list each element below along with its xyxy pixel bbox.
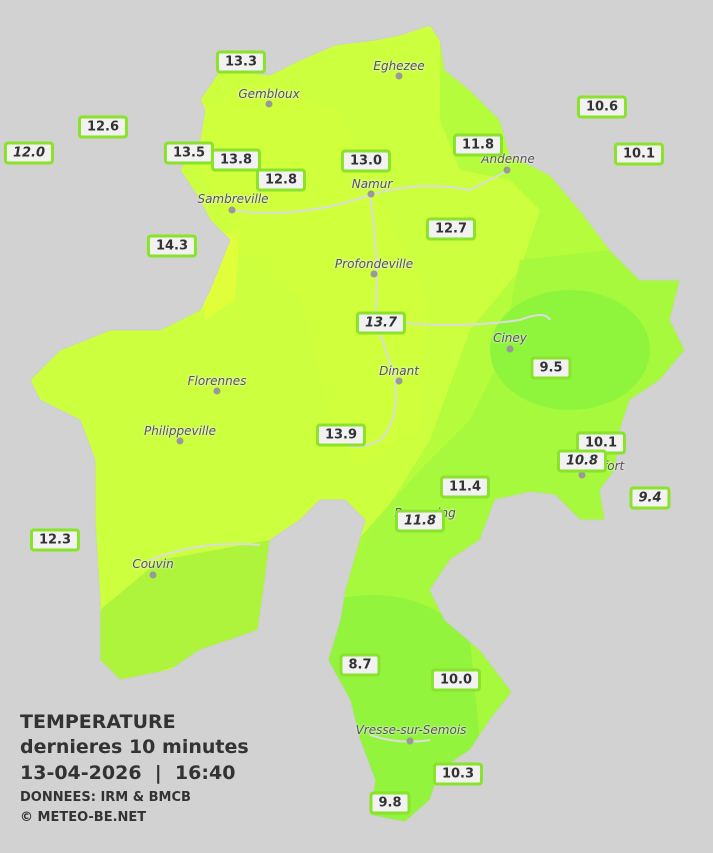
station-value: 14.3 bbox=[146, 234, 198, 258]
source: DONNEES: IRM & BMCB bbox=[20, 790, 191, 805]
station-value: 8.7 bbox=[339, 653, 381, 677]
station-value: 13.0 bbox=[340, 149, 392, 173]
station-value: 10.8 bbox=[556, 449, 608, 473]
station-value: 9.5 bbox=[530, 356, 572, 380]
station-value: 9.8 bbox=[369, 791, 411, 815]
station-value: 13.9 bbox=[315, 423, 367, 447]
town-dot bbox=[395, 72, 403, 80]
town-label: Couvin bbox=[132, 557, 174, 571]
station-value: 12.0 bbox=[3, 141, 55, 165]
station-value: 13.8 bbox=[210, 148, 262, 172]
title: TEMPERATURE bbox=[20, 711, 176, 733]
town-dot bbox=[228, 206, 236, 214]
station-value: 11.8 bbox=[452, 133, 504, 157]
town-dot bbox=[265, 100, 273, 108]
town-dot bbox=[503, 166, 511, 174]
station-value: 12.7 bbox=[425, 217, 477, 241]
town-label: Florennes bbox=[187, 374, 247, 388]
town-dot bbox=[578, 471, 586, 479]
station-value: 10.3 bbox=[432, 762, 484, 786]
town-dot bbox=[149, 571, 157, 579]
town-label: Sambreville bbox=[197, 192, 269, 206]
town-dot bbox=[176, 437, 184, 445]
station-value: 13.7 bbox=[355, 311, 407, 335]
town-dot bbox=[367, 190, 375, 198]
station-value: 12.8 bbox=[255, 168, 307, 192]
town-dot bbox=[370, 270, 378, 278]
station-value: 10.0 bbox=[430, 668, 482, 692]
station-value: 11.4 bbox=[439, 475, 491, 499]
town-label: Profondeville bbox=[334, 257, 414, 271]
town-label: Namur bbox=[351, 177, 393, 191]
town-dot bbox=[506, 345, 514, 353]
station-value: 9.4 bbox=[629, 486, 671, 510]
station-value: 11.8 bbox=[394, 509, 446, 533]
station-value: 10.1 bbox=[613, 142, 665, 166]
town-dot bbox=[395, 377, 403, 385]
town-label: Ciney bbox=[493, 331, 527, 345]
station-value: 12.3 bbox=[29, 528, 81, 552]
town-label: Gembloux bbox=[238, 87, 300, 101]
station-value: 12.6 bbox=[77, 115, 129, 139]
town-label: Eghezee bbox=[373, 59, 425, 73]
town-dot bbox=[406, 737, 414, 745]
town-dot bbox=[213, 387, 221, 395]
town-label: Dinant bbox=[379, 364, 419, 378]
town-label: Vresse-sur-Semois bbox=[355, 723, 467, 737]
datetime: 13-04-2026 | 16:40 bbox=[20, 762, 236, 784]
station-value: 10.6 bbox=[576, 95, 628, 119]
subtitle: dernieres 10 minutes bbox=[20, 736, 249, 758]
credit: © METEO-BE.NET bbox=[20, 810, 147, 825]
town-label: Philippeville bbox=[144, 424, 216, 438]
station-value: 13.5 bbox=[163, 141, 215, 165]
station-value: 13.3 bbox=[215, 50, 267, 74]
